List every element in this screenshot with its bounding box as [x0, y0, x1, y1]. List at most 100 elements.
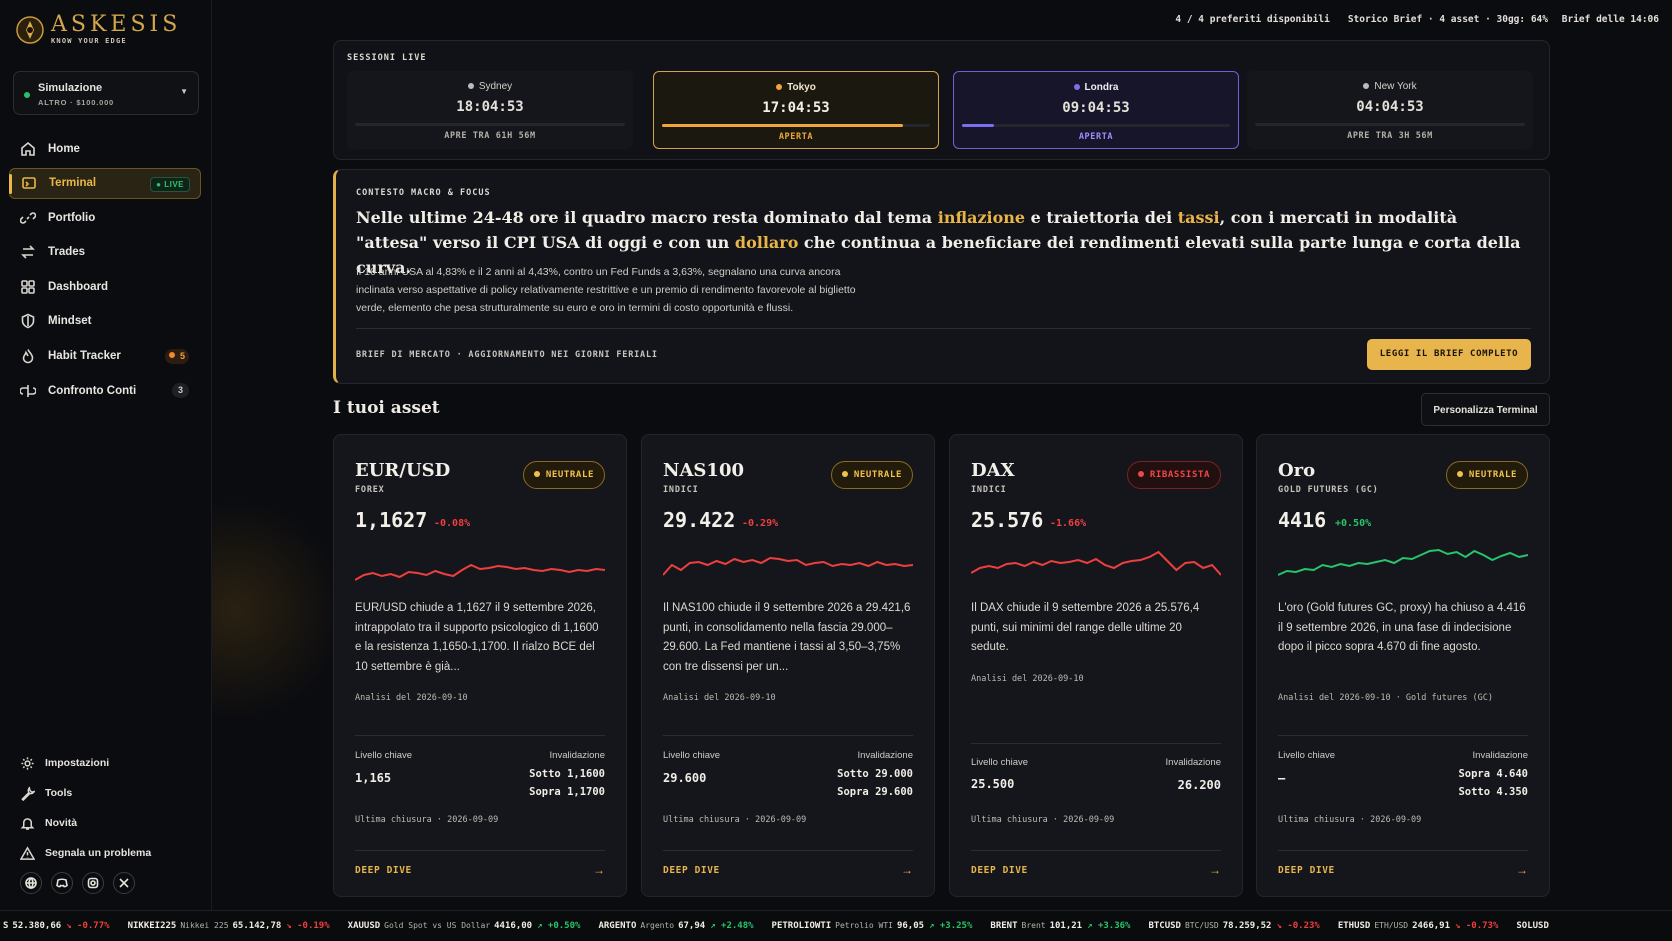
city-name: Tokyo — [787, 82, 816, 93]
nav-item-terminal[interactable]: Terminal ● LIVE — [9, 167, 201, 199]
bias-text: NEUTRALE — [853, 470, 902, 480]
ticker-item[interactable]: ETHUSD ETH/USD 2466,91 ↘ -0.73% — [1338, 921, 1499, 931]
asset-card-nas100[interactable]: NAS100 INDICI NEUTRALE 29.422 -0.29% Il … — [641, 434, 935, 897]
nav-label: Terminal — [49, 177, 97, 190]
asset-description: EUR/USD chiude a 1,1627 il 9 settembre 2… — [355, 602, 599, 673]
asset-category: INDICI — [971, 485, 1007, 495]
tools-link[interactable]: Tools — [20, 778, 200, 808]
session-progress — [1255, 123, 1525, 126]
sparkline-chart — [971, 550, 1221, 576]
globe-icon[interactable] — [20, 872, 42, 894]
nav-item-mindset[interactable]: Mindset — [9, 306, 201, 337]
customize-terminal-button[interactable]: Personalizza Terminal — [1421, 393, 1550, 426]
ticker-item[interactable]: S 52.380,66 ↘ -0.77% — [3, 921, 110, 931]
nav-item-home[interactable]: Home — [9, 133, 201, 164]
ticker-val: 2466,91 — [1412, 921, 1451, 931]
flame-icon — [22, 349, 34, 364]
instagram-icon[interactable] — [82, 872, 104, 894]
habit-count-badge: 5 — [164, 348, 189, 364]
nav-item-portfolio[interactable]: Portfolio — [9, 202, 201, 233]
compare-icon — [20, 384, 36, 397]
last-close: Ultima chiusura · 2026-09-09 — [971, 815, 1115, 825]
ticker-item[interactable]: SOLUSD — [1516, 921, 1549, 931]
asset-price: 1,1627 — [355, 508, 428, 532]
bell-icon — [20, 817, 35, 830]
sidebar-bottom-links: Impostazioni Tools Novità Segnala un pro… — [20, 748, 200, 868]
session-city: Tokyo — [654, 82, 938, 93]
asset-card-eurusd[interactable]: EUR/USD FOREX NEUTRALE 1,1627 -0.08% EUR… — [333, 434, 627, 897]
last-close: Ultima chiusura · 2026-09-09 — [1278, 815, 1422, 825]
highlight-dollar: dollaro — [734, 233, 799, 252]
nav-item-confronto-conti[interactable]: Confronto Conti 3 — [9, 375, 201, 406]
live-sessions-panel: SESSIONI LIVE Sydney 18:04:53 APRE TRA 6… — [333, 40, 1550, 160]
deep-dive-link[interactable]: DEEP DIVE — [971, 865, 1028, 876]
analysis-date: Analisi del 2026-09-10 — [663, 693, 776, 703]
bias-badge: NEUTRALE — [830, 461, 913, 489]
arrow-right-icon[interactable]: → — [1209, 863, 1221, 877]
account-selector[interactable]: Simulazione ALTRO · $100.000 ▼ — [13, 71, 199, 115]
key-level-value: 25.500 — [971, 777, 1015, 791]
report-problem-label: Segnala un problema — [45, 847, 152, 859]
nav-label: Trades — [48, 246, 86, 259]
deep-dive-link[interactable]: DEEP DIVE — [1278, 865, 1335, 876]
ticker-item[interactable]: XAUUSD Gold Spot vs US Dollar 4416,00 ↗ +0.… — [348, 921, 581, 931]
nav-item-trades[interactable]: Trades — [9, 237, 201, 268]
brand-tagline: KNOW YOUR EDGE — [51, 37, 127, 45]
sidebar: ASKESIS KNOW YOUR EDGE Simulazione ALTRO… — [0, 0, 212, 910]
key-level-value: – — [1278, 771, 1286, 785]
bias-text: NEUTRALE — [545, 470, 594, 480]
bias-badge: RIBASSISTA — [1126, 461, 1221, 489]
analysis-date: Analisi del 2026-09-10 — [355, 693, 468, 703]
ticker-item[interactable]: BRENT Brent 101,21 ↗ +3.36% — [990, 921, 1130, 931]
ticker-desc: Argento — [640, 921, 675, 930]
x-twitter-icon[interactable] — [113, 872, 135, 894]
invalidation-label: Invalidazione — [1472, 750, 1528, 761]
bias-text: NEUTRALE — [1468, 470, 1517, 480]
account-name: Simulazione — [38, 82, 103, 94]
nav-item-habit-tracker[interactable]: Habit Tracker 5 — [9, 341, 201, 372]
ticker-chg: ↘ -0.77% — [66, 921, 110, 931]
ticker-desc: ETH/USD — [1374, 921, 1409, 930]
bias-badge: NEUTRALE — [522, 461, 605, 489]
ticker-item[interactable]: NIKKEI225 Nikkei 225 65.142,78 ↘ -0.19% — [128, 921, 330, 931]
ticker-row: S 52.380,66 ↘ -0.77% NIKKEI225 Nikkei 225 65.… — [3, 921, 1567, 931]
news-link[interactable]: Novità — [20, 808, 200, 838]
asset-card-dax[interactable]: DAX INDICI RIBASSISTA 25.576 -1.66% Il D… — [949, 434, 1243, 897]
brief-history-status[interactable]: Storico Brief · 4 asset · 30gg: 64% — [1347, 14, 1548, 25]
ticker-desc: Brent — [1021, 921, 1046, 930]
arrow-right-icon[interactable]: → — [1516, 863, 1528, 877]
sparkline-path — [1278, 548, 1528, 576]
deep-dive-link[interactable]: DEEP DIVE — [663, 865, 720, 876]
session-progress — [355, 123, 625, 126]
brief-time: Brief delle 14:06 — [1561, 14, 1659, 25]
headline-part: e traiettoria dei — [1025, 208, 1178, 227]
nav-item-dashboard[interactable]: Dashboard — [9, 271, 201, 302]
divider — [355, 850, 605, 851]
divider — [663, 850, 913, 851]
key-level-value: 29.600 — [663, 771, 707, 785]
arrow-right-icon[interactable]: → — [593, 863, 605, 877]
invalidation-above: Sopra 29.600 — [837, 786, 913, 798]
ticker-item[interactable]: ARGENTO Argento 67,94 ↗ +2.48% — [598, 921, 753, 931]
report-problem-link[interactable]: Segnala un problema — [20, 838, 200, 868]
arrow-right-icon[interactable]: → — [901, 863, 913, 877]
asset-card-oro[interactable]: Oro GOLD FUTURES (GC) NEUTRALE 4416 +0.5… — [1256, 434, 1550, 897]
discord-icon[interactable] — [51, 872, 73, 894]
brand-logo[interactable]: ASKESIS KNOW YOUR EDGE — [15, 14, 181, 45]
asset-change: -0.29% — [742, 518, 779, 529]
invalidation-level: 26.200 — [1177, 778, 1221, 792]
ticker-item[interactable]: PETROLIOWTI Petrolio WTI 96,05 ↗ +3.25% — [772, 921, 973, 931]
main-nav: Home Terminal ● LIVE Portfolio Trades Da… — [9, 133, 201, 410]
asset-description: L'oro (Gold futures GC, proxy) ha chiuso… — [1278, 602, 1526, 653]
ticker-chg: ↗ +2.48% — [710, 921, 754, 931]
ticker-item[interactable]: BTCUSD BTC/USD 78.259,52 ↘ -0.23% — [1148, 921, 1319, 931]
live-badge-text: LIVE — [164, 179, 184, 189]
favorites-status: 4 / 4 preferiti disponibili — [1175, 14, 1330, 25]
chevron-down-icon: ▼ — [180, 87, 188, 96]
read-full-brief-button[interactable]: LEGGI IL BRIEF COMPLETO — [1367, 339, 1531, 370]
deep-dive-link[interactable]: DEEP DIVE — [355, 865, 412, 876]
session-city: New York — [1247, 81, 1533, 92]
link-icon — [20, 211, 36, 224]
settings-link[interactable]: Impostazioni — [20, 748, 200, 778]
asset-category: GOLD FUTURES (GC) — [1278, 485, 1379, 495]
